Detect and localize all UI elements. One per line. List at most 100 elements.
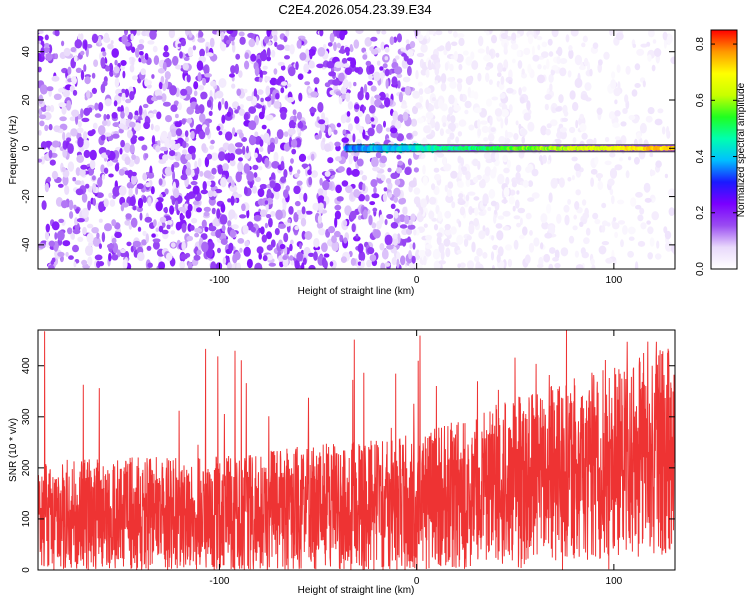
noise-cell [515, 120, 519, 126]
noise-cell [653, 48, 662, 57]
noise-cell [470, 51, 475, 60]
noise-cell [551, 30, 559, 38]
noise-cell [630, 197, 637, 207]
noise-cell [137, 251, 145, 262]
noise-cell [524, 254, 531, 264]
noise-cell [318, 130, 322, 139]
noise-cell [147, 113, 155, 118]
noise-cell [310, 153, 315, 161]
noise-cell [559, 130, 568, 140]
noise-cell [485, 72, 490, 83]
noise-cell [581, 132, 588, 140]
noise-cell [231, 263, 236, 269]
noise-cell [335, 156, 342, 162]
noise-cell [144, 216, 153, 223]
noise-cell [482, 252, 488, 259]
noise-cell [628, 114, 636, 121]
noise-cell [86, 223, 94, 229]
noise-cell [457, 155, 462, 164]
y-tick-label: 0 [21, 145, 32, 151]
noise-cell [120, 111, 125, 119]
noise-cell [386, 214, 394, 219]
noise-cell [496, 254, 501, 263]
noise-cell [51, 170, 58, 180]
noise-cell [243, 88, 248, 94]
noise-cell [393, 187, 401, 198]
noise-cell [533, 237, 540, 247]
noise-cell [169, 205, 175, 215]
noise-cell [130, 174, 138, 185]
noise-cell [217, 164, 224, 175]
noise-cell [373, 71, 381, 82]
noise-cell [106, 160, 114, 167]
noise-cell [438, 99, 444, 109]
noise-cell [71, 233, 75, 240]
noise-cell [94, 254, 103, 261]
colorbar-ticks: 0.0 0.2 0.4 0.6 0.8 [695, 37, 737, 276]
noise-cell [287, 83, 292, 88]
spectrogram-noise-cells [38, 30, 675, 269]
noise-cell [198, 31, 204, 38]
noise-cell [75, 188, 84, 196]
noise-cell [450, 170, 458, 179]
noise-cell [224, 100, 229, 110]
y-tick-label: -20 [21, 189, 32, 204]
noise-cell [244, 52, 249, 60]
noise-cell [405, 228, 413, 235]
noise-cell [362, 183, 366, 192]
noise-cell [582, 35, 588, 43]
noise-cell [439, 45, 445, 51]
noise-cell [372, 166, 381, 172]
noise-cell [348, 154, 353, 165]
noise-cell [120, 65, 125, 70]
noise-cell [471, 241, 476, 253]
noise-cell [168, 30, 176, 39]
noise-cell [163, 45, 169, 52]
noise-cell [612, 217, 617, 222]
noise-cell [598, 59, 603, 66]
noise-cell [92, 122, 98, 130]
noise-cell [654, 253, 662, 260]
noise-cell [604, 160, 612, 166]
noise-cell [106, 114, 110, 120]
noise-cell [569, 90, 576, 100]
noise-cell [72, 89, 78, 96]
noise-cell [260, 209, 268, 217]
noise-cell [483, 151, 491, 160]
noise-cell [507, 258, 513, 268]
noise-cell [196, 60, 204, 71]
noise-cell [579, 65, 586, 71]
noise-cell [258, 252, 263, 260]
noise-cell [77, 120, 82, 128]
noise-cell [238, 108, 245, 116]
noise-cell [339, 234, 344, 243]
noise-cell [497, 215, 505, 220]
noise-cell [652, 39, 657, 44]
noise-cell [319, 122, 326, 133]
noise-cell [172, 170, 176, 182]
noise-cell [450, 115, 456, 124]
noise-cell [387, 167, 392, 173]
noise-cell [299, 242, 302, 250]
noise-cell [296, 251, 303, 262]
noise-cell [54, 53, 59, 60]
y-tick-label: 200 [21, 459, 32, 476]
noise-cell [649, 237, 655, 247]
chart-title: C2E4.2026.054.23.39.E34 [278, 2, 431, 17]
noise-cell [519, 128, 528, 136]
noise-cell [273, 100, 281, 109]
noise-cell [564, 214, 570, 226]
noise-cell [582, 219, 587, 225]
noise-cell [434, 173, 442, 181]
noise-cell [250, 226, 256, 233]
noise-cell [103, 36, 111, 43]
noise-cell [112, 186, 121, 197]
noise-cell [308, 60, 315, 69]
noise-cell [45, 223, 50, 233]
noise-cell [350, 191, 354, 200]
noise-cell [368, 215, 373, 226]
noise-cell [449, 132, 455, 140]
noise-cell [174, 121, 182, 128]
noise-cell [231, 40, 235, 46]
noise-cell [352, 133, 356, 143]
